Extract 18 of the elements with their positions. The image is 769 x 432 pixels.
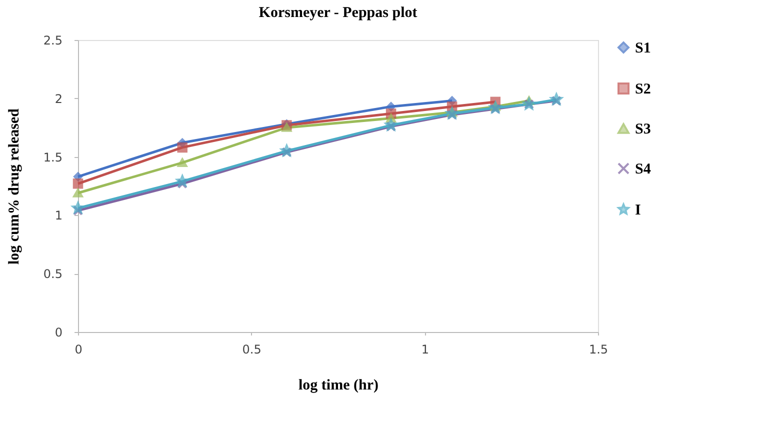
legend-label: S1 [635,40,651,56]
y-tick-label: 2 [54,92,62,106]
x-tick-label: 0 [74,342,82,356]
x-tick-label: 0.5 [242,342,262,356]
x-tick-label: 1.5 [588,342,608,356]
y-axis-title: log cum% drug released [6,108,22,264]
legend-label: I [635,202,641,218]
y-tick-label: 0.5 [43,267,62,282]
y-tick-label: 2.5 [43,34,62,48]
y-tick-label: 0 [54,326,62,340]
y-tick-label: 1.5 [43,150,62,164]
legend-label: S2 [635,82,651,98]
legend-label: S4 [635,162,652,178]
y-tick-label: 1 [54,208,62,223]
legend-label: S3 [635,122,651,138]
x-axis-title: log time (hr) [298,378,378,394]
x-tick-label: 1 [421,342,429,356]
chart-title: Korsmeyer - Peppas plot [258,5,418,21]
